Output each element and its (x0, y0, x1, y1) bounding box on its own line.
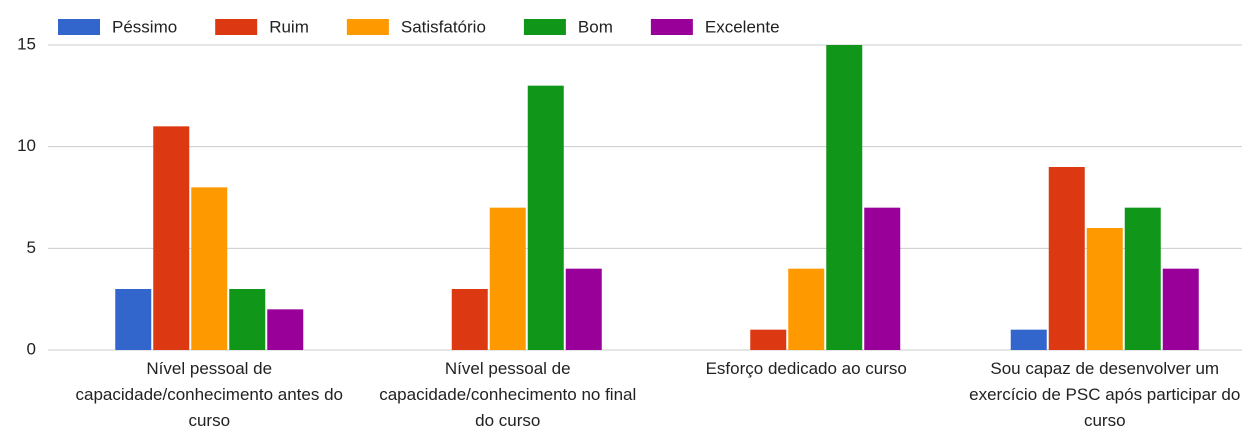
legend-label: Excelente (705, 17, 780, 36)
bar (1010, 329, 1047, 350)
legend-label: Péssimo (112, 17, 177, 36)
bar (826, 45, 863, 350)
y-tick-label: 10 (17, 136, 36, 155)
bar (527, 85, 564, 351)
bar (565, 268, 602, 350)
bar (267, 309, 304, 350)
x-tick-label: Sou capaz de desenvolver um exercício de … (969, 359, 1240, 430)
x-tick-label: Esforço dedicado ao curso (706, 359, 907, 378)
bar (153, 126, 190, 350)
bar (864, 207, 901, 350)
bar (229, 289, 266, 350)
y-tick-label: 15 (17, 34, 36, 53)
bar (788, 268, 825, 350)
legend-swatch (650, 19, 693, 35)
legend-swatch (346, 19, 389, 35)
bar (1086, 228, 1123, 350)
bar (115, 289, 152, 350)
bar (489, 207, 526, 350)
legend-label: Satisfatório (401, 17, 486, 36)
legend-swatch (523, 19, 566, 35)
bar (1124, 207, 1161, 350)
y-tick-label: 5 (27, 238, 36, 257)
x-tick-label: Nível pessoal de capacidade/conhecimento … (76, 359, 343, 430)
legend-swatch (215, 19, 258, 35)
legend-label: Ruim (269, 17, 309, 36)
legend-swatch (58, 19, 100, 35)
bar (191, 187, 228, 350)
y-tick-label: 0 (27, 339, 36, 358)
bar (1048, 167, 1085, 350)
x-tick-label: Nível pessoal de capacidade/conhecimento … (379, 359, 636, 430)
bar (451, 289, 488, 350)
bar (1162, 268, 1199, 350)
legend-label: Bom (578, 17, 613, 36)
bar (750, 329, 787, 350)
